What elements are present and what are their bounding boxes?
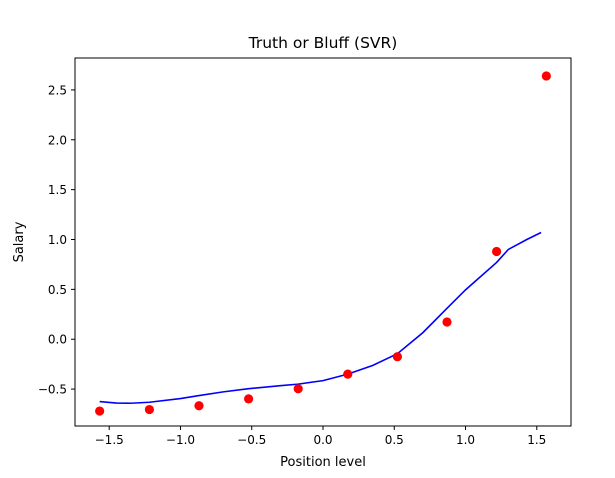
data-point: [541, 71, 551, 81]
x-tick-label: −1.0: [166, 433, 195, 447]
y-tick-label: 2.0: [48, 133, 67, 147]
plot-frame: [74, 57, 572, 427]
x-axis-label: Position level: [280, 455, 366, 470]
regression-line: [99, 231, 542, 405]
x-tick-label: 1.0: [456, 433, 475, 447]
y-tick-label: 2.5: [48, 83, 67, 97]
y-tick-label: 0.0: [48, 333, 67, 347]
data-point: [144, 404, 154, 415]
x-tick-label: 1.5: [527, 433, 546, 447]
data-point: [392, 352, 402, 362]
x-tick-label: 0.5: [385, 433, 404, 447]
data-point: [492, 246, 502, 257]
axes: −1.5 −1.0 −0.5 0.0 0.5 1.0 1.5 −0.5 0.0 0.5 1.0 1.5…: [38, 57, 572, 447]
y-axis-label: Salary: [12, 221, 27, 262]
data-point: [95, 406, 105, 416]
data-point: [442, 317, 452, 327]
y-tick-label: 0.5: [48, 283, 67, 297]
y-tick-label: −0.5: [38, 383, 67, 397]
x-tick-label: −0.5: [237, 433, 266, 447]
chart-title: Truth or Bluff (SVR): [248, 34, 398, 52]
x-tick-label: −1.5: [95, 433, 124, 447]
y-tick-label: 1.5: [48, 183, 67, 197]
y-tick-label: 1.0: [48, 233, 67, 247]
x-tick-label: 0.0: [313, 433, 332, 447]
data-point: [244, 394, 254, 404]
data-point: [343, 369, 353, 379]
plot-content: [95, 71, 551, 416]
data-point: [194, 401, 204, 411]
data-point: [293, 384, 303, 394]
